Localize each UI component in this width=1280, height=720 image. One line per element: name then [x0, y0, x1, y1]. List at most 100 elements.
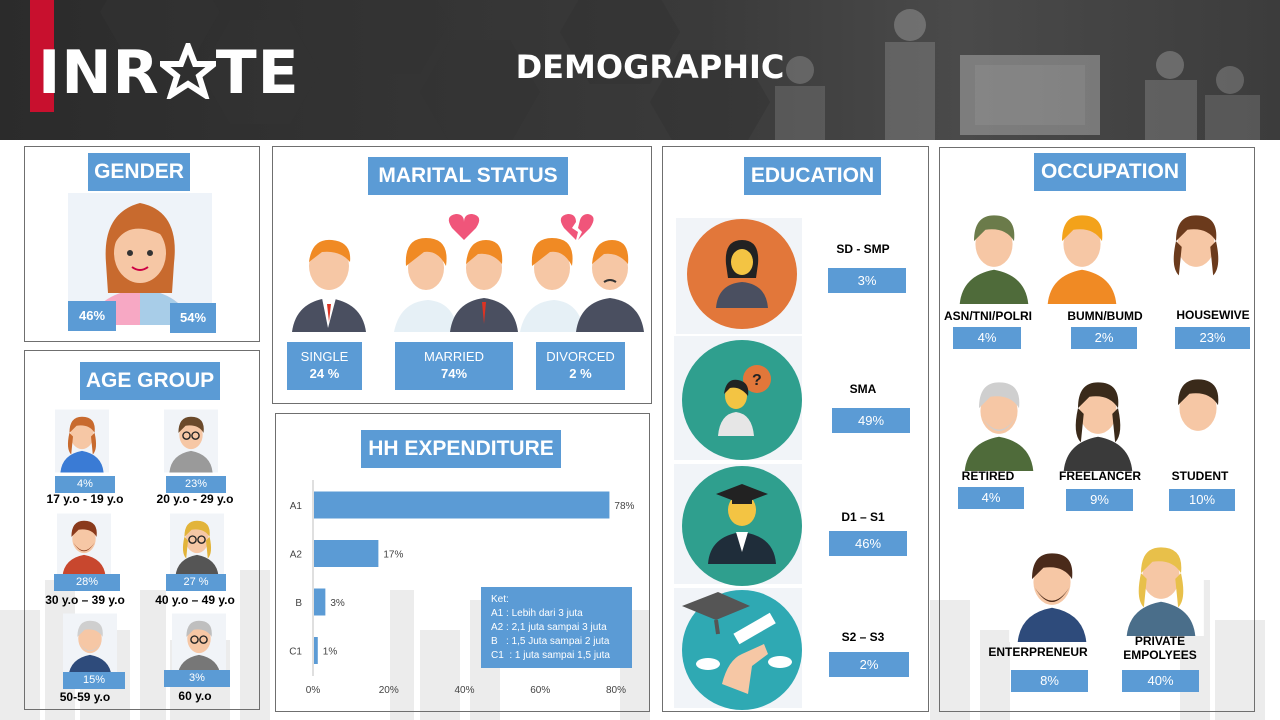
inrate-logo: INR TE	[38, 37, 300, 108]
marital-status-panel	[272, 146, 652, 404]
education-label: S2 – S3	[841, 630, 885, 644]
occupation-title: OCCUPATION	[1034, 153, 1186, 191]
age-group-title: AGE GROUP	[80, 362, 220, 400]
presentation-photo	[775, 9, 1260, 140]
education-pct: 3%	[828, 268, 906, 293]
chart-tick-label: 60%	[530, 685, 550, 696]
chart-category-label: B	[295, 598, 302, 609]
occupation-pct: 4%	[958, 487, 1024, 509]
chart-data-label: 17%	[383, 550, 403, 561]
expenditure-legend: Ket: A1 : Lebih dari 3 juta A2 : 2,1 jut…	[481, 587, 632, 668]
occupation-label: PRIVATE EMPOLYEES	[1123, 634, 1197, 662]
marital-pct: 2 %	[569, 366, 592, 381]
occupation-label: ENTERPRENEUR	[988, 645, 1088, 659]
chart-data-label: 1%	[323, 647, 338, 658]
age-person-icon	[57, 513, 111, 577]
hh-expenditure-chart: A1 78% A2 17% B 3% C1 1% 0% 20% 40% 60% 80%	[289, 480, 635, 696]
occupation-pct: 8%	[1011, 670, 1088, 692]
gender-title: GENDER	[88, 153, 190, 191]
chart-category-label: C1	[289, 647, 302, 658]
occupation-label: BUMN/BUMD	[1067, 309, 1143, 323]
chart-tick-label: 80%	[606, 685, 626, 696]
age-pct: 15%	[63, 672, 125, 689]
age-person-icon	[170, 513, 224, 577]
occupation-label: RETIRED	[961, 469, 1015, 483]
marital-couples-icon	[292, 214, 644, 332]
legend-item: A2 : 2,1 juta sampai 3 juta	[491, 622, 607, 633]
chart-bar	[314, 588, 326, 616]
marital-label: DIVORCED	[546, 349, 615, 364]
occupation-icon	[1055, 371, 1141, 471]
age-pct: 27 %	[166, 574, 226, 591]
age-person-icon	[164, 409, 218, 473]
female-pct: 46%	[68, 301, 116, 331]
occupation-label: ASN/TNI/POLRI	[943, 309, 1032, 323]
logo-red-bar	[30, 0, 54, 112]
occupation-icon	[1118, 536, 1204, 636]
occupation-icon	[1155, 368, 1241, 468]
occupation-icon	[956, 371, 1042, 471]
age-pct: 3%	[164, 670, 230, 687]
education-label: D1 – S1	[841, 510, 885, 524]
age-label: 40 y.o – 49 y.o	[155, 593, 235, 607]
education-pct: 46%	[829, 531, 907, 556]
occupation-icon	[1039, 204, 1125, 304]
age-pct: 28%	[54, 574, 120, 591]
legend-title: Ket:	[491, 594, 509, 605]
svg-text:?: ?	[752, 372, 762, 389]
age-pct: 4%	[55, 476, 115, 493]
education-label: SMA	[849, 382, 877, 396]
gender-panel	[24, 146, 260, 342]
age-person-icon	[172, 613, 226, 677]
education-icons: ?	[674, 218, 802, 710]
male-pct: 54%	[170, 303, 216, 333]
age-person-icon	[55, 409, 109, 473]
education-title: EDUCATION	[744, 157, 881, 195]
age-label: 20 y.o - 29 y.o	[156, 492, 234, 506]
occupation-pct: 10%	[1169, 489, 1235, 511]
occupation-pct: 9%	[1066, 489, 1133, 511]
marital-stat-box: SINGLE 24 %	[287, 342, 362, 390]
chart-data-label: 78%	[614, 501, 634, 512]
chart-category-label: A2	[290, 550, 303, 561]
education-panel	[662, 146, 929, 712]
occupation-icon	[1009, 542, 1095, 642]
page-title: DEMOGRAPHIC	[515, 48, 785, 86]
age-label: 17 y.o - 19 y.o	[46, 492, 124, 506]
legend-item: A1 : Lebih dari 3 juta	[491, 608, 583, 619]
occupation-panel	[939, 147, 1255, 712]
hh-expenditure-panel	[275, 413, 650, 712]
occupation-icon	[951, 204, 1037, 304]
chart-bar	[314, 540, 379, 567]
age-group-panel	[24, 350, 260, 710]
occupation-pct: 4%	[953, 327, 1021, 349]
legend-item: B : 1,5 Juta sampai 2 juta	[491, 636, 610, 647]
education-pct: 49%	[832, 408, 910, 433]
age-label: 30 y.o – 39 y.o	[45, 593, 125, 607]
legend-item: C1 : 1 juta sampai 1,5 juta	[491, 650, 610, 661]
age-label: 60 y.o	[178, 689, 212, 703]
marital-pct: 24 %	[309, 366, 340, 381]
age-pct: 23%	[166, 476, 226, 493]
chart-tick-label: 0%	[306, 685, 321, 696]
occupation-label: HOUSEWIVE	[1176, 308, 1250, 322]
hh-expenditure-title: HH EXPENDITURE	[361, 430, 561, 468]
age-label: 50-59 y.o	[59, 690, 111, 704]
header: INR TE DEMOGRAPHIC	[0, 0, 1280, 140]
marital-status-title: MARITAL STATUS	[368, 157, 568, 195]
occupation-icon	[1153, 204, 1239, 304]
chart-data-label: 3%	[330, 598, 345, 609]
marital-label: MARRIED	[424, 349, 484, 364]
chart-tick-label: 40%	[454, 685, 474, 696]
occupation-pct: 2%	[1071, 327, 1137, 349]
education-pct: 2%	[829, 652, 909, 677]
marital-label: SINGLE	[300, 349, 349, 364]
education-label: SD - SMP	[836, 242, 890, 256]
occupation-pct: 40%	[1122, 670, 1199, 692]
chart-bar	[314, 637, 318, 664]
marital-pct: 74%	[440, 366, 468, 381]
occupation-label: STUDENT	[1171, 469, 1229, 483]
chart-tick-label: 20%	[379, 685, 399, 696]
age-person-icon	[63, 613, 117, 677]
occupation-pct: 23%	[1175, 327, 1250, 349]
